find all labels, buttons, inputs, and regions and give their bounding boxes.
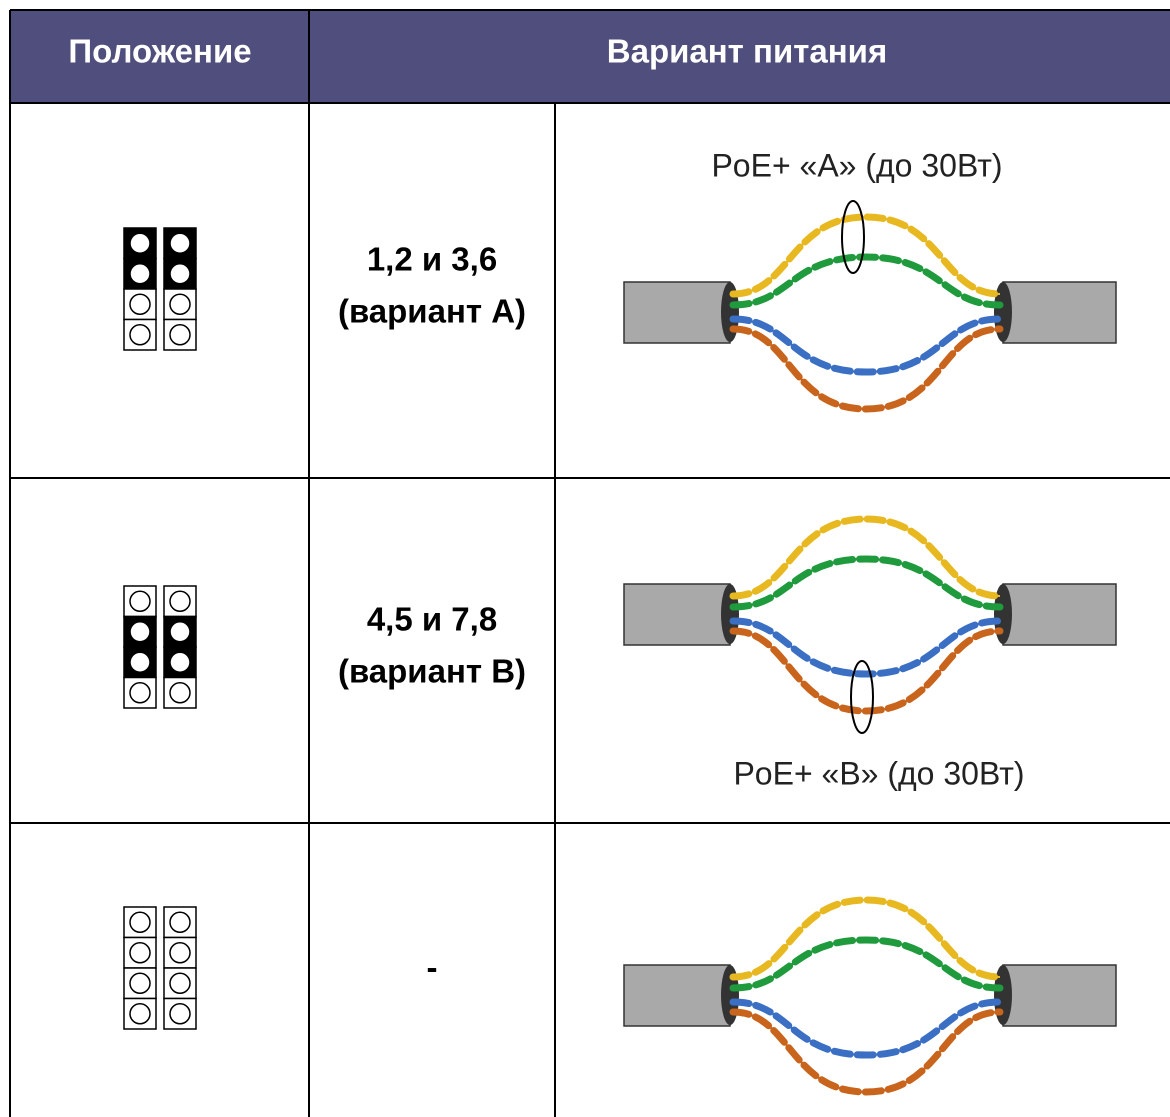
wire-twist: [729, 213, 1004, 298]
jumper-pin: [169, 911, 191, 933]
poe-label: PoE+ «B» (до 30Вт): [733, 755, 1024, 791]
pins: 4,5 и 7,8: [367, 601, 497, 638]
jumper-pin: [169, 293, 191, 315]
variant: (вариант A): [338, 293, 526, 330]
jumper-pin: [129, 293, 151, 315]
wire-twist: [729, 936, 1004, 992]
wire-twist: [729, 555, 1004, 611]
jumper-pin: [129, 232, 151, 254]
wire-twist: [729, 515, 1004, 600]
jumper-pin: [129, 651, 151, 673]
jumper-pin: [129, 911, 151, 933]
cable: [623, 281, 731, 344]
header-band: [10, 10, 1170, 103]
jumper-pin: [169, 263, 191, 285]
jumper-pin: [129, 1003, 151, 1025]
pair-ring: [841, 200, 865, 274]
cable-end: [994, 282, 1012, 342]
jumper-pin: [169, 232, 191, 254]
jumper-pin: [169, 1003, 191, 1025]
cable: [623, 583, 731, 646]
jumper-pin: [129, 972, 151, 994]
wire-twist: [729, 998, 1004, 1059]
wire-twist: [729, 627, 1004, 715]
jumper-pin: [169, 324, 191, 346]
header-cell: Вариант питания: [607, 33, 887, 70]
cable: [1002, 281, 1117, 344]
jumper-pin: [169, 651, 191, 673]
wire-twist: [729, 325, 1004, 413]
jumper-pin: [169, 972, 191, 994]
pins: -: [427, 949, 438, 986]
jumper-pin: [129, 324, 151, 346]
jumper-pin: [169, 621, 191, 643]
cable: [1002, 964, 1117, 1027]
jumper-pin: [129, 942, 151, 964]
jumper-pin: [169, 682, 191, 704]
jumper-pin: [129, 263, 151, 285]
jumper-pin: [129, 682, 151, 704]
grid: [9, 9, 1170, 1117]
wire-twist: [729, 315, 1004, 376]
poe-label: PoE+ «A» (до 30Вт): [711, 147, 1002, 183]
wire-twist: [729, 253, 1004, 309]
cable-end: [994, 965, 1012, 1025]
jumper-pin: [129, 590, 151, 612]
header-cell: Положение: [68, 33, 251, 70]
wire-twist: [729, 896, 1004, 981]
variant: (вариант B): [338, 653, 526, 690]
cable: [1002, 583, 1117, 646]
wire-twist: [729, 617, 1004, 678]
jumper-pin: [129, 621, 151, 643]
jumper-pin: [169, 942, 191, 964]
wire-twist: [729, 1008, 1004, 1096]
pins: 1,2 и 3,6: [367, 241, 497, 278]
cable: [623, 964, 731, 1027]
cable-end: [994, 584, 1012, 644]
jumper-pin: [169, 590, 191, 612]
pair-ring: [850, 660, 874, 734]
